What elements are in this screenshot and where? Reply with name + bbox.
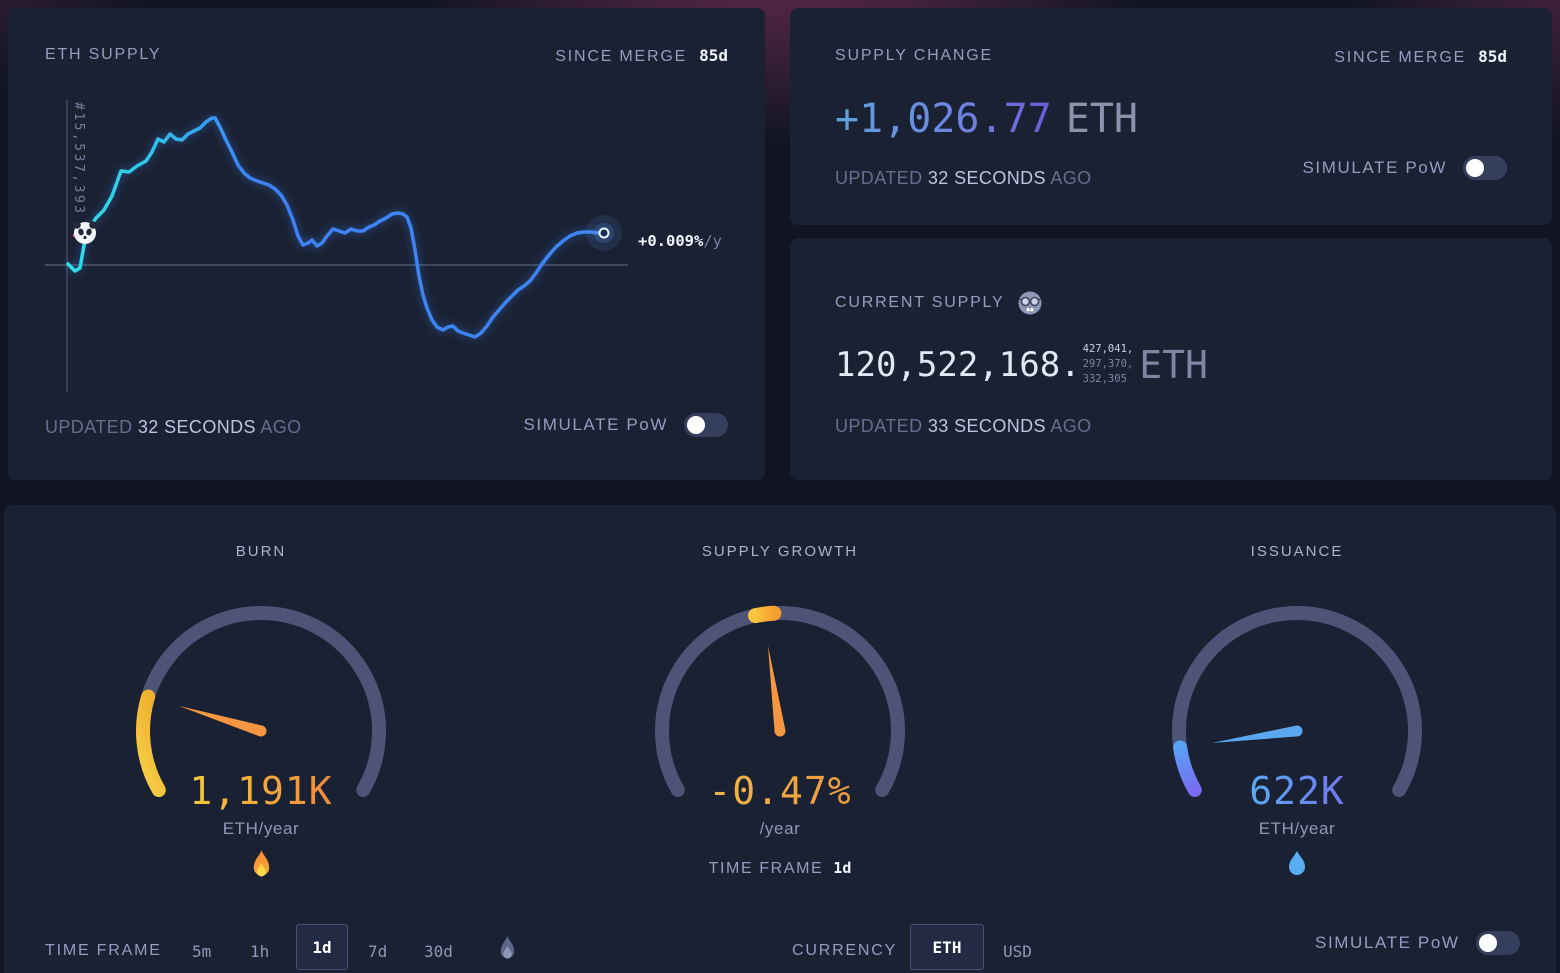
- time-frame-30d-button[interactable]: 30d: [424, 942, 453, 961]
- issuance-gauge-dial: [1172, 606, 1422, 797]
- decimal-row: 427,041,: [1082, 343, 1134, 355]
- eth-supply-panel: ETH SUPPLY SINCE MERGE 85d: [8, 8, 765, 480]
- burn-value-text: 1,191K: [189, 769, 333, 813]
- updated-suffix: AGO: [1050, 168, 1092, 188]
- updated-highlight: 32 SECONDS: [137, 417, 256, 437]
- gauge-progress: [1173, 740, 1202, 797]
- since-merge-toggle[interactable]: SINCE MERGE 85d: [1334, 47, 1507, 67]
- supply-line-series: [66, 116, 606, 339]
- since-merge-label: SINCE MERGE: [1334, 49, 1467, 66]
- growth-rate-value: +0.009%: [638, 232, 704, 250]
- time-frame-1d-button[interactable]: 1d: [296, 924, 348, 970]
- gauge-track: [1172, 606, 1422, 797]
- simulate-pow-group: SIMULATE PoW: [523, 413, 728, 437]
- growth-rate-annotation: +0.009%/y: [638, 232, 722, 250]
- supply-change-unit: ETH: [1065, 96, 1138, 142]
- updated-prefix: UPDATED: [45, 417, 133, 437]
- growth-rate-suffix: /y: [703, 232, 722, 250]
- supply-change-value: +1,026.77 ETH: [835, 96, 1138, 142]
- footer-time-frame-label: TIME FRAME: [45, 942, 162, 959]
- simulate-pow-group: SIMULATE PoW: [1302, 156, 1507, 180]
- gauge-needle: [768, 645, 786, 737]
- updated-status: UPDATED 32 SECONDS AGO: [835, 168, 1092, 189]
- issuance-unit: ETH/year: [1258, 819, 1336, 838]
- since-merge-value: 85d: [1478, 47, 1507, 66]
- current-supply-value: 120,522,168. 427,041, 297,370, 332,305 E…: [835, 342, 1208, 387]
- simulate-pow-label: SIMULATE PoW: [1315, 933, 1460, 952]
- currency-eth-button[interactable]: ETH: [910, 924, 984, 970]
- time-frame-7d-button[interactable]: 7d: [368, 942, 388, 961]
- decimal-row: 332,305: [1082, 373, 1127, 385]
- eth-supply-chart: [45, 100, 628, 392]
- endpoint-marker: [598, 227, 610, 239]
- burn-gauge-label: BURN: [235, 543, 287, 560]
- time-frame-value: 1d: [833, 859, 852, 877]
- updated-status: UPDATED 32 SECONDS AGO: [45, 417, 302, 438]
- nerd-face-icon: [1018, 291, 1042, 315]
- updated-suffix: AGO: [1050, 416, 1092, 436]
- since-merge-toggle[interactable]: SINCE MERGE 85d: [555, 46, 728, 66]
- simulate-pow-toggle[interactable]: [684, 413, 728, 437]
- supply-growth-value: -0.47%: [645, 769, 915, 813]
- gauge-track: [655, 606, 905, 797]
- current-supply-integer: 120,522,168.: [835, 344, 1081, 385]
- issuance-gauge-label: ISSUANCE: [1250, 543, 1344, 560]
- deflationary-streak-flame-icon: [496, 935, 519, 967]
- supply-growth-gauge-dial: [655, 605, 905, 797]
- decimal-row: 297,370,: [1082, 358, 1134, 370]
- time-frame-5m-button[interactable]: 5m: [192, 942, 212, 961]
- droplet-icon: [1162, 849, 1432, 882]
- updated-status: UPDATED 33 SECONDS AGO: [835, 416, 1092, 437]
- updated-highlight: 32 SECONDS: [927, 168, 1046, 188]
- current-supply-title: CURRENT SUPPLY: [835, 294, 1005, 311]
- updated-prefix: UPDATED: [835, 168, 923, 188]
- panda-icon: [72, 221, 97, 244]
- gauge-needle: [178, 705, 267, 737]
- currency-label: CURRENCY: [792, 942, 898, 959]
- gauge-time-frame-toggle[interactable]: TIME FRAME 1d: [645, 859, 915, 878]
- gauges-panel: BURN 1,191K ETH/year: [4, 505, 1556, 973]
- current-supply-decimals: 427,041, 297,370, 332,305: [1083, 342, 1134, 387]
- burn-gauge-dial: [136, 606, 386, 797]
- supply-change-panel: SUPPLY CHANGE SINCE MERGE 85d +1,026.77 …: [790, 8, 1552, 225]
- currency-usd-button[interactable]: USD: [1003, 942, 1032, 961]
- simulate-pow-toggle[interactable]: [1463, 156, 1507, 180]
- updated-suffix: AGO: [260, 417, 302, 437]
- supply-growth-unit: /year: [759, 819, 801, 838]
- updated-prefix: UPDATED: [835, 416, 923, 436]
- supply-change-title: SUPPLY CHANGE: [835, 47, 993, 64]
- gauge-progress-marker: [748, 605, 782, 624]
- eth-supply-title: ETH SUPPLY: [45, 46, 162, 63]
- simulate-pow-group: SIMULATE PoW: [1315, 931, 1520, 955]
- updated-highlight: 33 SECONDS: [927, 416, 1046, 436]
- gauge-needle: [1211, 725, 1303, 743]
- fire-icon: [126, 849, 396, 885]
- since-merge-label: SINCE MERGE: [555, 48, 688, 65]
- time-frame-1h-button[interactable]: 1h: [250, 942, 270, 961]
- since-merge-value: 85d: [699, 46, 728, 65]
- supply-change-amount: +1,026.77: [835, 96, 1052, 142]
- simulate-pow-toggle[interactable]: [1475, 931, 1520, 955]
- gauge-track: [136, 606, 386, 797]
- chart-y-axis-label: #15,537,393: [71, 102, 86, 216]
- current-supply-unit: ETH: [1139, 342, 1208, 387]
- issuance-value-text: 622K: [1249, 769, 1345, 813]
- supply-growth-value-text: -0.47%: [708, 769, 852, 813]
- issuance-value: 622K: [1162, 769, 1432, 813]
- supply-growth-gauge-label: SUPPLY GROWTH: [701, 543, 859, 560]
- gauge-progress: [136, 689, 166, 797]
- burn-unit: ETH/year: [222, 819, 300, 838]
- burn-value: 1,191K: [126, 769, 396, 813]
- simulate-pow-label: SIMULATE PoW: [523, 415, 668, 434]
- simulate-pow-label: SIMULATE PoW: [1302, 158, 1447, 177]
- current-supply-panel: CURRENT SUPPLY 120,522,168. 427,041, 297…: [790, 238, 1552, 480]
- time-frame-label: TIME FRAME: [708, 860, 824, 877]
